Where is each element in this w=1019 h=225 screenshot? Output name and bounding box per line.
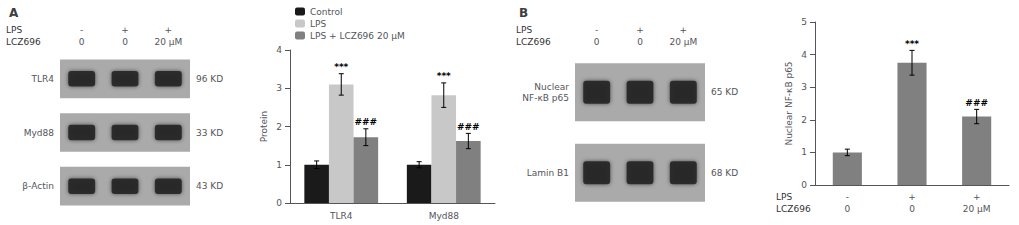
svg-text:+: + [908, 192, 916, 202]
svg-text:0: 0 [801, 180, 807, 190]
svg-text:LCZ696: LCZ696 [6, 37, 41, 47]
svg-text:Nuclear NF-κB p65: Nuclear NF-κB p65 [784, 61, 794, 145]
svg-text:-: - [595, 25, 598, 35]
svg-text:-: - [80, 25, 83, 35]
svg-text:Myd88: Myd88 [24, 128, 55, 138]
svg-text:B: B [519, 6, 528, 20]
svg-text:68 KD: 68 KD [711, 168, 738, 178]
svg-text:0: 0 [637, 37, 643, 47]
svg-text:+: + [165, 25, 173, 35]
svg-text:2: 2 [276, 122, 282, 132]
svg-text:Myd88: Myd88 [429, 211, 460, 221]
svg-text:-: - [846, 192, 849, 202]
svg-text:Lamin B1: Lamin B1 [527, 168, 569, 178]
svg-text:###: ### [355, 117, 378, 127]
svg-text:0: 0 [909, 204, 915, 214]
svg-text:1: 1 [276, 160, 282, 170]
svg-text:4: 4 [276, 45, 282, 55]
svg-text:2: 2 [801, 115, 807, 125]
svg-text:+: + [636, 25, 644, 35]
svg-text:3: 3 [276, 83, 282, 93]
svg-text:TLR4: TLR4 [329, 211, 353, 221]
svg-text:Control: Control [310, 7, 343, 17]
svg-text:0: 0 [594, 37, 600, 47]
svg-text:20 μM: 20 μM [669, 37, 697, 47]
svg-text:20 μM: 20 μM [154, 37, 182, 47]
svg-text:###: ### [965, 98, 988, 108]
svg-text:LPS: LPS [516, 25, 532, 35]
svg-text:43 KD: 43 KD [196, 181, 223, 191]
svg-text:Nuclear: Nuclear [534, 82, 569, 92]
svg-text:LPS: LPS [6, 25, 22, 35]
svg-text:+: + [121, 25, 129, 35]
svg-text:3: 3 [801, 82, 807, 92]
svg-text:***: *** [905, 39, 919, 49]
svg-text:β-Actin: β-Actin [22, 181, 54, 191]
svg-text:***: *** [437, 71, 451, 81]
svg-text:96 KD: 96 KD [196, 74, 223, 84]
svg-text:5: 5 [801, 17, 807, 27]
svg-text:+: + [973, 192, 981, 202]
svg-text:NF-κB p65: NF-κB p65 [522, 93, 569, 103]
svg-text:0: 0 [276, 198, 282, 208]
svg-text:###: ### [457, 122, 480, 132]
svg-text:***: *** [334, 62, 348, 72]
svg-text:LCZ696: LCZ696 [516, 37, 551, 47]
svg-text:4: 4 [801, 50, 807, 60]
svg-text:TLR4: TLR4 [31, 74, 55, 84]
svg-text:Protein: Protein [259, 111, 269, 143]
svg-text:+: + [680, 25, 688, 35]
svg-text:1: 1 [801, 147, 807, 157]
svg-text:LCZ696: LCZ696 [776, 204, 811, 214]
svg-text:LPS: LPS [776, 192, 792, 202]
svg-text:20 μM: 20 μM [963, 204, 991, 214]
svg-text:0: 0 [844, 204, 850, 214]
svg-text:0: 0 [122, 37, 128, 47]
svg-text:33 KD: 33 KD [196, 128, 223, 138]
svg-text:A: A [9, 6, 19, 20]
svg-text:LPS: LPS [310, 19, 326, 29]
svg-text:65 KD: 65 KD [711, 87, 738, 97]
svg-text:0: 0 [79, 37, 85, 47]
svg-text:LPS + LCZ696 20 μM: LPS + LCZ696 20 μM [310, 31, 405, 41]
